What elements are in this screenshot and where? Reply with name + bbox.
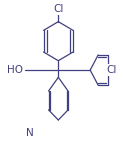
Text: Cl: Cl [53, 4, 63, 14]
Text: N: N [26, 128, 33, 138]
Text: HO: HO [7, 65, 23, 75]
Text: Cl: Cl [107, 65, 117, 75]
